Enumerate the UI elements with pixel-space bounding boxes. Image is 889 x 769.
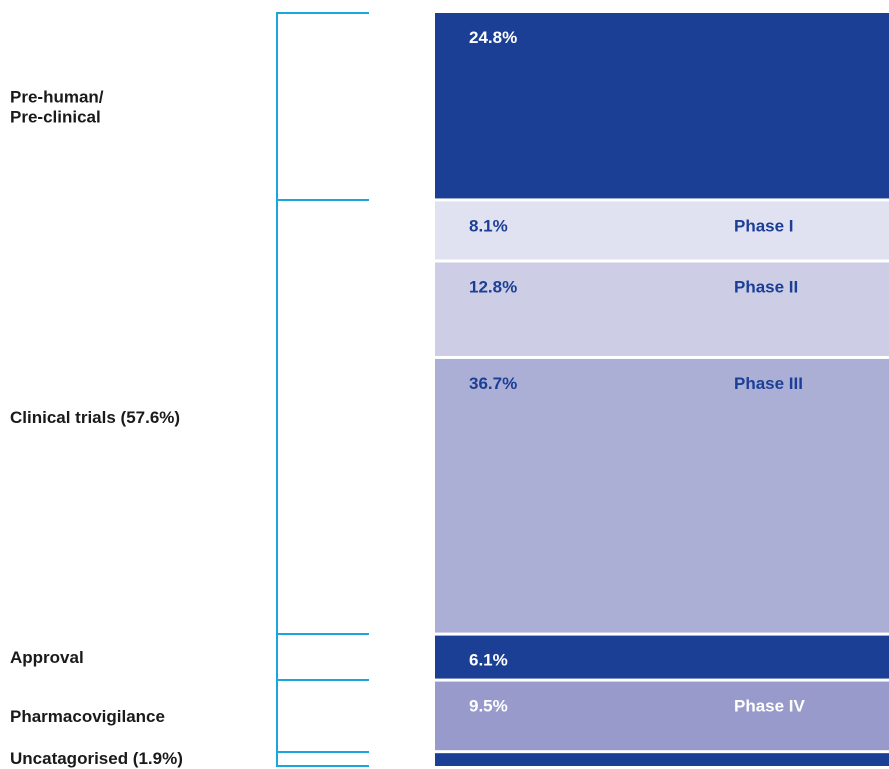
category-label: Clinical trials (57.6%) [10, 408, 180, 427]
segment-value-label: 6.1% [469, 651, 508, 670]
stacked-bar: 24.8% 8.1% Phase I 12.8% Phase II 36.7% Phase … [435, 13, 889, 766]
category-label: Pharmacovigilance [10, 707, 165, 726]
category-label-line: Uncatagorised (1.9%) [10, 749, 183, 768]
category-label: Uncatagorised (1.9%) [10, 749, 183, 768]
segment-value-label: 24.8% [469, 28, 517, 47]
phase-label: Phase III [734, 374, 803, 393]
bar-segment [435, 262, 889, 356]
category-label-line: Pre-clinical [10, 107, 101, 126]
phase-label: Phase II [734, 277, 798, 296]
category-label-line: Clinical trials (57.6%) [10, 408, 180, 427]
bar-segment [435, 635, 889, 679]
bar-segment [435, 681, 889, 751]
category-labels: Pre-human/Pre-clinical Clinical trials (5… [10, 87, 183, 768]
bar-segment [435, 13, 889, 199]
bar-segment [435, 753, 889, 766]
category-label-line: Pre-human/ [10, 87, 104, 106]
phase-label: Phase I [734, 216, 794, 235]
category-label-line: Approval [10, 648, 84, 667]
segment-value-label: 36.7% [469, 374, 517, 393]
category-label: Pre-human/Pre-clinical [10, 87, 104, 126]
category-label-line: Pharmacovigilance [10, 707, 165, 726]
bar-segment [435, 358, 889, 633]
phase-label: Phase IV [734, 697, 806, 716]
segment-value-label: 8.1% [469, 216, 508, 235]
segment-value-label: 9.5% [469, 697, 508, 716]
category-label: Approval [10, 648, 84, 667]
category-brackets [276, 12, 369, 767]
bar-segment [435, 201, 889, 260]
segment-value-label: 12.8% [469, 277, 517, 296]
